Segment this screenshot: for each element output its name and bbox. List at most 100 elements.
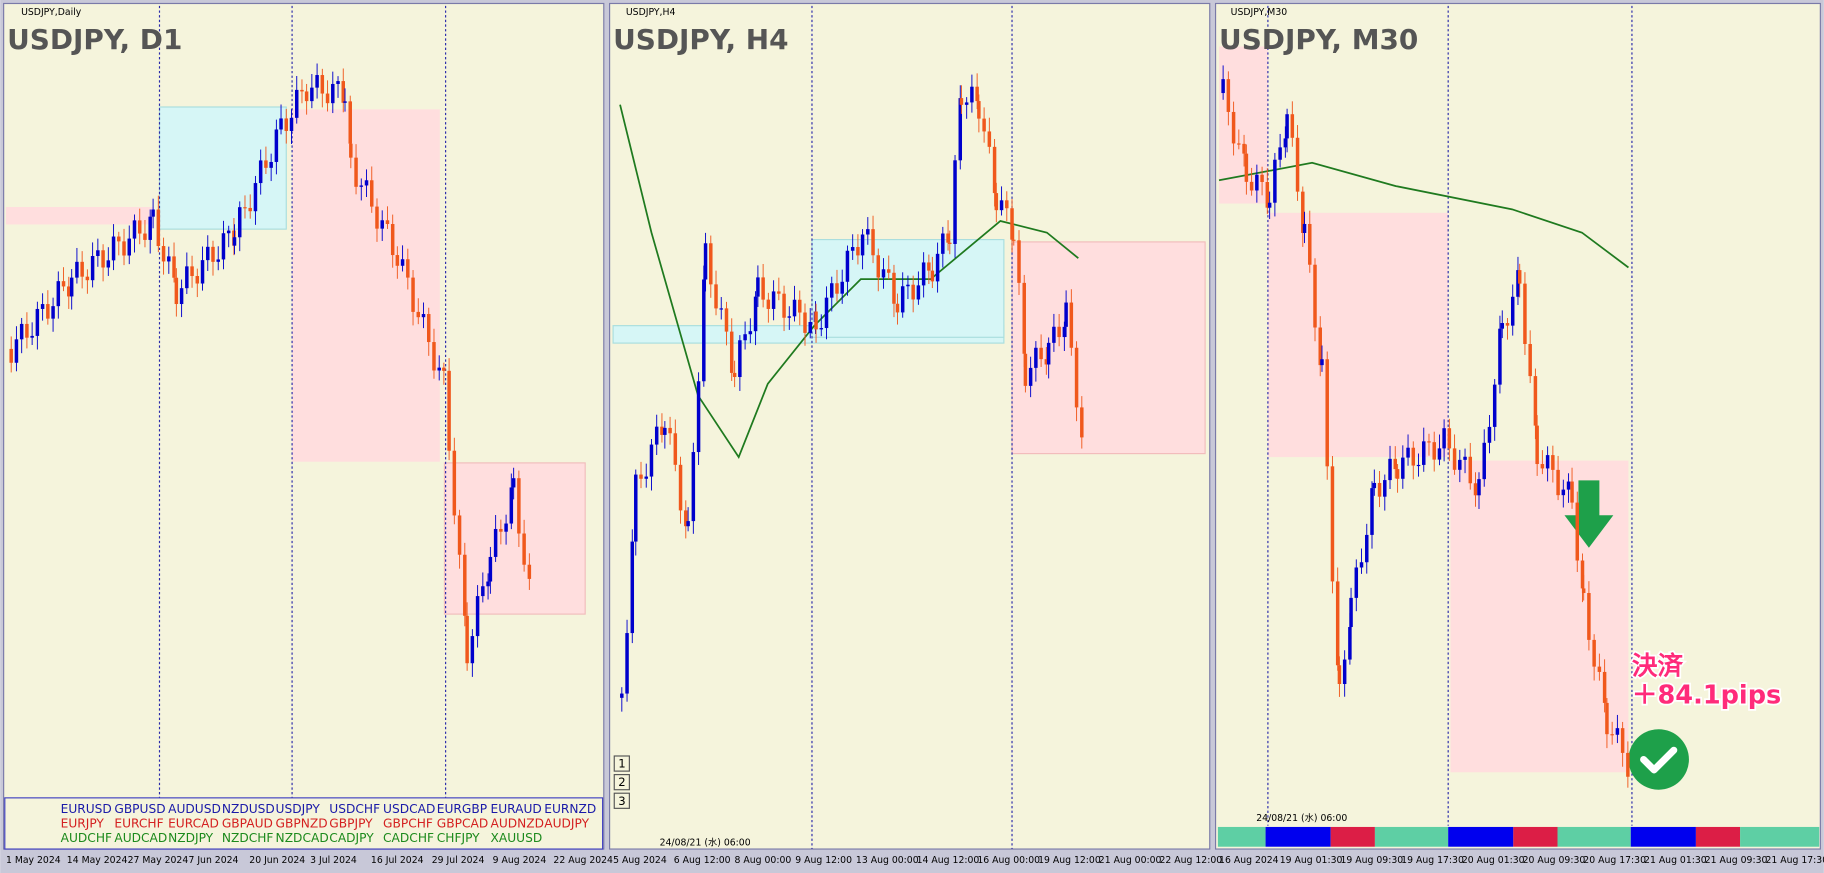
chart-label: USDJPY,Daily xyxy=(21,7,82,18)
x-tick-label: 19 Aug 09:30 xyxy=(1340,855,1403,866)
tab[interactable] xyxy=(613,755,630,772)
symbol-link[interactable]: NZDUSD xyxy=(222,802,275,816)
x-tick-label: 27 May 2024 xyxy=(128,855,189,866)
candle-body xyxy=(1359,562,1364,568)
candle-body xyxy=(1401,457,1405,479)
tab[interactable] xyxy=(613,774,630,791)
symbol-link[interactable]: GBPNZD xyxy=(276,817,328,831)
candle-body xyxy=(729,331,734,373)
candle-body xyxy=(840,281,844,294)
symbol-link[interactable]: NZDJPY xyxy=(168,831,214,845)
candle-body xyxy=(127,238,131,256)
symbol-link[interactable]: AUDUSD xyxy=(168,802,221,816)
candle-body xyxy=(380,220,384,229)
candles xyxy=(9,63,1630,788)
candle-body xyxy=(117,236,121,242)
candle-body xyxy=(289,117,294,131)
candle-body xyxy=(987,131,992,147)
candle-body xyxy=(1295,137,1300,192)
candle-body xyxy=(493,528,498,557)
tab[interactable] xyxy=(613,792,630,809)
candle-body xyxy=(1062,326,1067,338)
timestamp: 24/08/21 (水) 06:00 xyxy=(660,837,751,849)
symbol-link[interactable]: CADCHF xyxy=(383,831,434,845)
candle-body xyxy=(1473,483,1478,496)
candle-body xyxy=(761,277,765,300)
candle-body xyxy=(1242,143,1246,154)
symbol-link[interactable]: GBPCHF xyxy=(383,817,433,831)
candle-body xyxy=(819,328,824,330)
candle-body xyxy=(1370,488,1374,535)
symbol-link[interactable]: EURCAD xyxy=(168,817,219,831)
panel-3: USDJPY,M30 USDJPY, M30 24/08/21 (水) 06:0… xyxy=(1214,2,1821,850)
candle-body xyxy=(279,118,283,130)
candle-body xyxy=(639,474,643,479)
candle-body xyxy=(359,185,364,187)
tab-label: 1 xyxy=(618,757,625,771)
candle-body xyxy=(1313,264,1317,328)
candle-body xyxy=(1265,181,1270,208)
symbol-link[interactable]: AUDCHF xyxy=(61,831,112,845)
candle-body xyxy=(179,288,184,305)
candle-body xyxy=(660,426,664,435)
symbol-link[interactable]: CHFJPY xyxy=(437,831,480,845)
symbol-link[interactable]: AUDCAD xyxy=(114,831,167,845)
candle-body xyxy=(782,293,786,318)
candle-body xyxy=(1482,442,1486,480)
candle-body xyxy=(111,236,116,261)
candle-body xyxy=(1416,464,1421,467)
candle-body xyxy=(488,556,493,582)
candle-body xyxy=(310,87,314,102)
candle-body xyxy=(432,342,436,371)
candle-body xyxy=(856,247,860,256)
symbol-link[interactable]: EURGBP xyxy=(437,802,487,816)
candle-body xyxy=(906,284,910,287)
candle-body xyxy=(1422,441,1426,465)
symbol-link[interactable]: XAUUSD xyxy=(491,831,543,845)
candle-body xyxy=(274,129,279,162)
candle-body xyxy=(1535,425,1539,465)
symbol-link[interactable]: USDCHF xyxy=(329,802,380,816)
candle-body xyxy=(185,266,189,289)
symbol-link[interactable]: EURNZD xyxy=(544,802,596,816)
x-tick-label: 19 Aug 01:30 xyxy=(1280,855,1343,866)
x-tick-label: 19 Aug 17:30 xyxy=(1401,855,1464,866)
candle-body xyxy=(19,323,24,340)
symbol-link[interactable]: NZDCAD xyxy=(276,831,329,845)
symbol-link[interactable]: EURCHF xyxy=(114,817,163,831)
candle-body xyxy=(238,207,242,238)
symbol-link[interactable]: USDCAD xyxy=(383,802,435,816)
candle-body xyxy=(167,256,171,262)
symbol-link[interactable]: AUDNZD xyxy=(491,817,545,831)
tab-label: 3 xyxy=(618,794,625,808)
candle-body xyxy=(935,253,940,282)
symbol-link[interactable]: NZDCHF xyxy=(222,831,274,845)
symbol-link[interactable]: EURJPY xyxy=(61,817,105,831)
candle-body xyxy=(1221,79,1225,94)
candle-body xyxy=(421,314,426,318)
symbol-link[interactable]: GBPAUD xyxy=(222,817,273,831)
symbol-link[interactable]: CADJPY xyxy=(329,831,374,845)
candle-body xyxy=(151,209,155,217)
candle-body xyxy=(941,233,945,254)
symbol-link[interactable]: EURUSD xyxy=(61,802,112,816)
symbol-link[interactable]: USDJPY xyxy=(276,802,321,816)
candle-body xyxy=(1034,347,1038,368)
symbol-link[interactable]: AUDJPY xyxy=(544,817,589,831)
symbol-link[interactable]: GBPUSD xyxy=(114,802,165,816)
symbol-link[interactable]: GBPJPY xyxy=(329,817,373,831)
x-tick-label: 20 Aug 09:30 xyxy=(1523,855,1586,866)
candle-body xyxy=(866,229,870,235)
candle-body xyxy=(226,230,231,234)
candle-body xyxy=(900,286,905,313)
symbol-link[interactable]: GBPCAD xyxy=(437,817,488,831)
candle-body xyxy=(1285,114,1289,139)
candle-body xyxy=(1523,283,1527,345)
candle-body xyxy=(845,250,850,282)
candle-body xyxy=(975,86,979,102)
candle-body xyxy=(80,261,84,277)
symbol-link[interactable]: EURAUD xyxy=(491,802,542,816)
candle-body xyxy=(1365,534,1369,563)
x-tick-label: 20 Aug 01:30 xyxy=(1462,855,1525,866)
